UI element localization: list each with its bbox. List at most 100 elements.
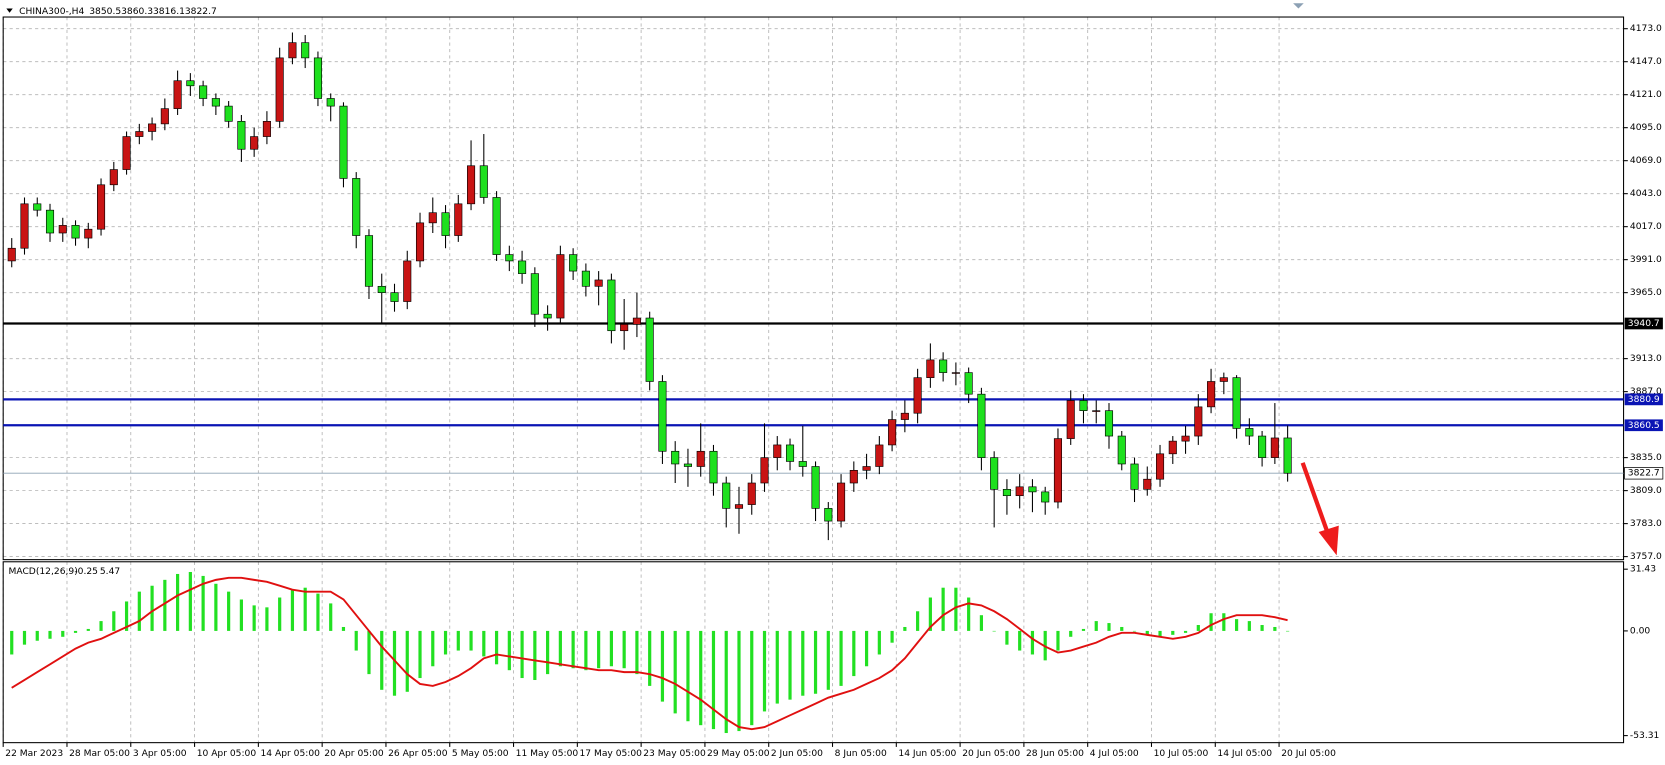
candle-body — [364, 235, 374, 287]
macd-bar — [533, 630, 537, 681]
macd-bar — [1069, 630, 1073, 637]
macd-bar — [711, 630, 716, 730]
candle-body — [1168, 440, 1177, 455]
candle-body — [594, 279, 603, 287]
macd-bar — [86, 628, 90, 631]
chart-title: CHINA300-,H4 — [19, 7, 84, 17]
candle-body — [1270, 437, 1279, 458]
candle-body — [747, 482, 756, 505]
x-tick-label: 5 May 05:00 — [452, 749, 509, 759]
macd-bar — [622, 630, 626, 669]
x-tick-label: 26 Apr 05:00 — [388, 749, 448, 759]
candle-body — [977, 393, 986, 458]
y-tick-label: 4095.0 — [1630, 123, 1662, 133]
y-tick-label: 4173.0 — [1630, 24, 1662, 34]
candle-body — [1079, 400, 1088, 411]
macd-bar — [584, 630, 588, 671]
y-tick-label: 3913.0 — [1630, 354, 1662, 364]
x-tick-label: 3 Apr 05:00 — [133, 749, 187, 759]
macd-bar — [1132, 630, 1137, 632]
candle-body — [990, 457, 999, 490]
candle-body — [1155, 453, 1165, 480]
candle-body — [441, 212, 450, 236]
candle-body — [313, 57, 322, 99]
level-label-box — [1624, 419, 1663, 432]
macd-bar — [482, 630, 486, 657]
x-tick-label: 11 May 05:00 — [516, 749, 579, 759]
macd-bar — [354, 630, 358, 651]
y-tick-label: 0.00 — [1630, 626, 1650, 636]
candle-body — [645, 317, 654, 382]
candle-body — [875, 444, 884, 467]
macd-bar — [864, 630, 869, 667]
x-tick-label: 28 Mar 05:00 — [69, 749, 130, 759]
macd-bar — [1094, 621, 1098, 631]
macd-bar — [99, 621, 103, 631]
macd-bar — [48, 630, 52, 639]
macd-bar — [1171, 630, 1175, 635]
macd-bar — [22, 630, 27, 645]
macd-bar — [1005, 630, 1009, 645]
macd-bar — [316, 593, 320, 631]
macd-bar — [214, 583, 218, 631]
macd-bar — [61, 630, 65, 637]
macd-bar — [341, 626, 346, 631]
candle-body — [173, 80, 182, 109]
candle-body — [262, 121, 271, 137]
macd-bar — [469, 630, 473, 651]
x-tick-label: 20 Apr 05:00 — [324, 749, 384, 759]
candle-body — [33, 203, 42, 211]
candle-body — [160, 108, 169, 125]
y-tick-label: 4147.0 — [1630, 57, 1662, 67]
macd-bar — [367, 630, 371, 675]
macd-bar — [609, 630, 613, 667]
macd-bar — [265, 607, 269, 631]
macd-bar — [1145, 630, 1149, 635]
macd-bar — [979, 615, 984, 631]
candle-body — [1143, 478, 1152, 490]
candle-body — [58, 225, 67, 234]
x-tick-label: 10 Jul 05:00 — [1154, 749, 1209, 759]
macd-bar — [520, 630, 524, 679]
candle-body — [888, 419, 897, 446]
arrow-shaft — [1300, 462, 1332, 539]
candle-body — [1117, 435, 1126, 465]
candle-body — [1028, 486, 1037, 493]
candle-body — [862, 466, 871, 471]
macd-bar — [890, 630, 894, 643]
macd-bar — [648, 630, 652, 686]
candle-body — [390, 292, 399, 302]
candle-body — [837, 482, 846, 522]
candle-body — [1041, 491, 1050, 503]
macd-bar — [1222, 613, 1226, 631]
macd-bar — [252, 605, 256, 631]
candle-body — [109, 169, 118, 186]
low-price: 3816.1 — [153, 7, 185, 17]
y-tick-label: 4121.0 — [1630, 90, 1662, 100]
x-tick-label: 28 Jun 05:00 — [1026, 749, 1084, 759]
candle-body — [250, 136, 259, 150]
macd-bar — [188, 571, 192, 631]
macd-bar — [150, 585, 154, 631]
x-tick-label: 14 Jun 05:00 — [898, 749, 956, 759]
candle-body — [377, 285, 386, 293]
candle-body — [20, 203, 29, 249]
candle-body — [1283, 437, 1292, 474]
macd-bar — [724, 630, 728, 734]
candle-body — [722, 482, 731, 509]
macd-bar — [443, 630, 448, 655]
candle-body — [339, 105, 348, 179]
level-label: 3940.7 — [1628, 319, 1660, 329]
macd-bar — [699, 630, 703, 726]
macd-bar — [954, 587, 958, 631]
macd-bar — [1273, 626, 1277, 631]
candle-body — [97, 184, 106, 230]
candle-body — [1002, 489, 1011, 497]
y-tick-label: -53.31 — [1630, 731, 1659, 741]
macd-bar — [1056, 630, 1060, 651]
macd-bar — [137, 591, 141, 631]
macd-bar — [928, 597, 932, 631]
candle-body — [798, 461, 807, 467]
current-price-label: 3822.7 — [1628, 469, 1660, 479]
